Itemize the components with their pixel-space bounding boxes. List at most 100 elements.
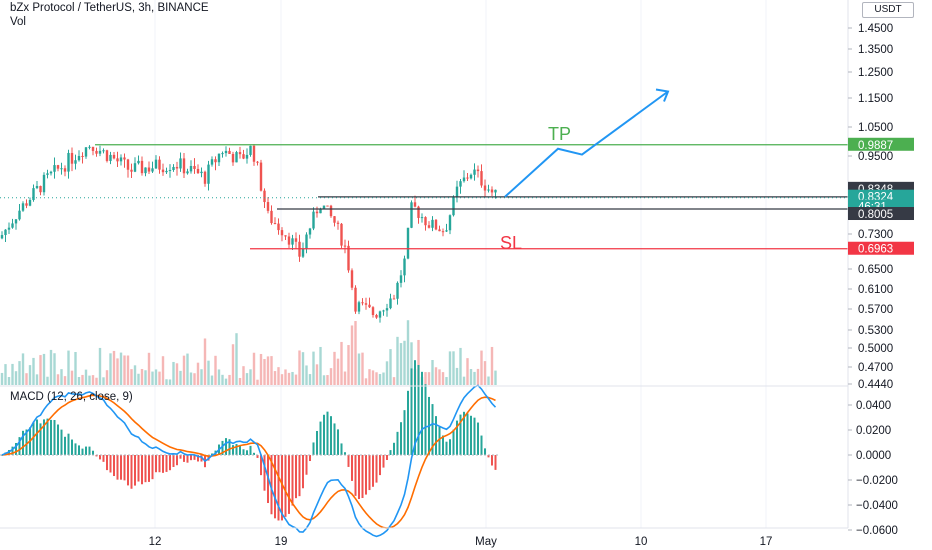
- macd-histogram-bar: [186, 455, 189, 463]
- macd-histogram-bar: [347, 455, 350, 467]
- macd-histogram-bar: [435, 416, 437, 455]
- volume-bar: [385, 361, 389, 385]
- candle-body: [172, 166, 175, 171]
- candle-body: [291, 238, 294, 245]
- candle-body: [357, 302, 361, 312]
- macd-histogram-bar: [43, 419, 45, 455]
- volume-bar: [161, 356, 165, 385]
- macd-histogram-bar: [431, 404, 434, 455]
- candle-body: [0, 235, 4, 239]
- macd-histogram-bar: [228, 439, 231, 455]
- macd-histogram-bar: [393, 442, 395, 455]
- volume-bar: [389, 349, 392, 385]
- macd-histogram-bar: [134, 455, 136, 486]
- volume-bar: [315, 364, 319, 385]
- volume-bar: [119, 352, 123, 385]
- volume-bar: [399, 343, 403, 385]
- macd-histogram-bar: [137, 455, 140, 482]
- volume-bar: [287, 372, 291, 385]
- volume-bar: [473, 371, 476, 385]
- volume-bar: [151, 371, 154, 385]
- candle-body: [119, 157, 123, 162]
- volume-bar: [242, 366, 245, 385]
- candle-body: [259, 162, 263, 191]
- macd-histogram-bar: [39, 423, 42, 455]
- volume-bar: [445, 377, 448, 385]
- candle-body: [336, 222, 340, 224]
- candle-body: [53, 165, 56, 172]
- time-tick-label: 19: [275, 536, 288, 548]
- volume-bars: [0, 320, 497, 385]
- price-tick-label: 1.1500: [858, 93, 893, 105]
- volume-bar: [172, 361, 175, 385]
- volume-bar: [452, 351, 455, 385]
- candle-body: [242, 154, 245, 159]
- macd-histogram-bar: [123, 455, 126, 481]
- macd-histogram-bar: [309, 455, 311, 462]
- volume-bar: [158, 371, 161, 385]
- time-tick-label: 12: [149, 536, 162, 548]
- candle-body: [480, 171, 483, 186]
- volume-bar: [4, 364, 7, 385]
- price-tick-label: 1.0500: [858, 122, 893, 134]
- volume-bar: [322, 375, 326, 385]
- candle-body: [354, 287, 357, 312]
- candle-body: [140, 160, 144, 174]
- macd-histogram-bar: [11, 446, 14, 455]
- macd-histogram-bar: [239, 445, 241, 455]
- volume-bar: [487, 376, 490, 385]
- vol-label: Vol: [10, 16, 26, 28]
- macd-histogram-bar: [351, 455, 353, 481]
- macd-histogram-bar: [480, 435, 483, 455]
- volume-bar: [410, 342, 413, 385]
- candle-body: [438, 229, 441, 232]
- volume-bar: [123, 355, 126, 385]
- macd-histogram-bar: [67, 433, 70, 455]
- time-tick-label: May: [475, 536, 497, 548]
- macd-histogram-bar: [389, 450, 392, 455]
- candle-body: [189, 165, 193, 172]
- volume-bar: [319, 346, 322, 385]
- macd-histogram-bar: [141, 455, 143, 485]
- currency-button[interactable]: USDT: [862, 2, 914, 18]
- price-label-box: [848, 189, 914, 203]
- candle-body: [116, 158, 119, 162]
- candle-body: [154, 159, 158, 169]
- macd-label: MACD (12, 26, close, 9): [10, 391, 133, 403]
- volume-bar: [193, 373, 196, 385]
- macd-histogram-bar: [193, 455, 196, 460]
- candle-body: [21, 203, 25, 211]
- volume-bar: [77, 377, 81, 385]
- macd-histogram-bar: [263, 455, 266, 491]
- candle-body: [445, 230, 448, 232]
- macd-histogram-bar: [106, 455, 108, 471]
- volume-bar: [200, 369, 203, 385]
- macd-histogram-bar: [305, 455, 308, 475]
- macd-histogram-bar: [298, 455, 301, 497]
- candle-body: [14, 219, 18, 224]
- macd-histogram-bar: [225, 438, 227, 455]
- volume-bar: [98, 347, 102, 385]
- volume-bar: [7, 377, 11, 385]
- macd-histogram-bar: [382, 455, 385, 468]
- candle-body: [287, 236, 291, 245]
- volume-bar: [95, 377, 98, 385]
- volume-bar: [252, 352, 256, 385]
- volume-bar: [448, 351, 452, 385]
- candle-body: [455, 186, 459, 197]
- volume-bar: [406, 320, 410, 385]
- volume-bar: [483, 361, 487, 385]
- macd-tick-label: −0.0200: [856, 475, 898, 487]
- macd-histogram-bar: [312, 442, 315, 455]
- candle-body: [56, 165, 60, 169]
- macd-histogram-bar: [113, 455, 115, 477]
- price-tick-label: 0.4440: [858, 379, 893, 391]
- candle-body: [256, 161, 259, 163]
- volume-bar: [175, 363, 179, 385]
- macd-histogram-bar: [155, 455, 157, 473]
- volume-bar: [88, 375, 91, 385]
- candle-body: [126, 159, 130, 170]
- macd-histogram-bar: [491, 455, 493, 466]
- macd-histogram-bar: [46, 418, 49, 455]
